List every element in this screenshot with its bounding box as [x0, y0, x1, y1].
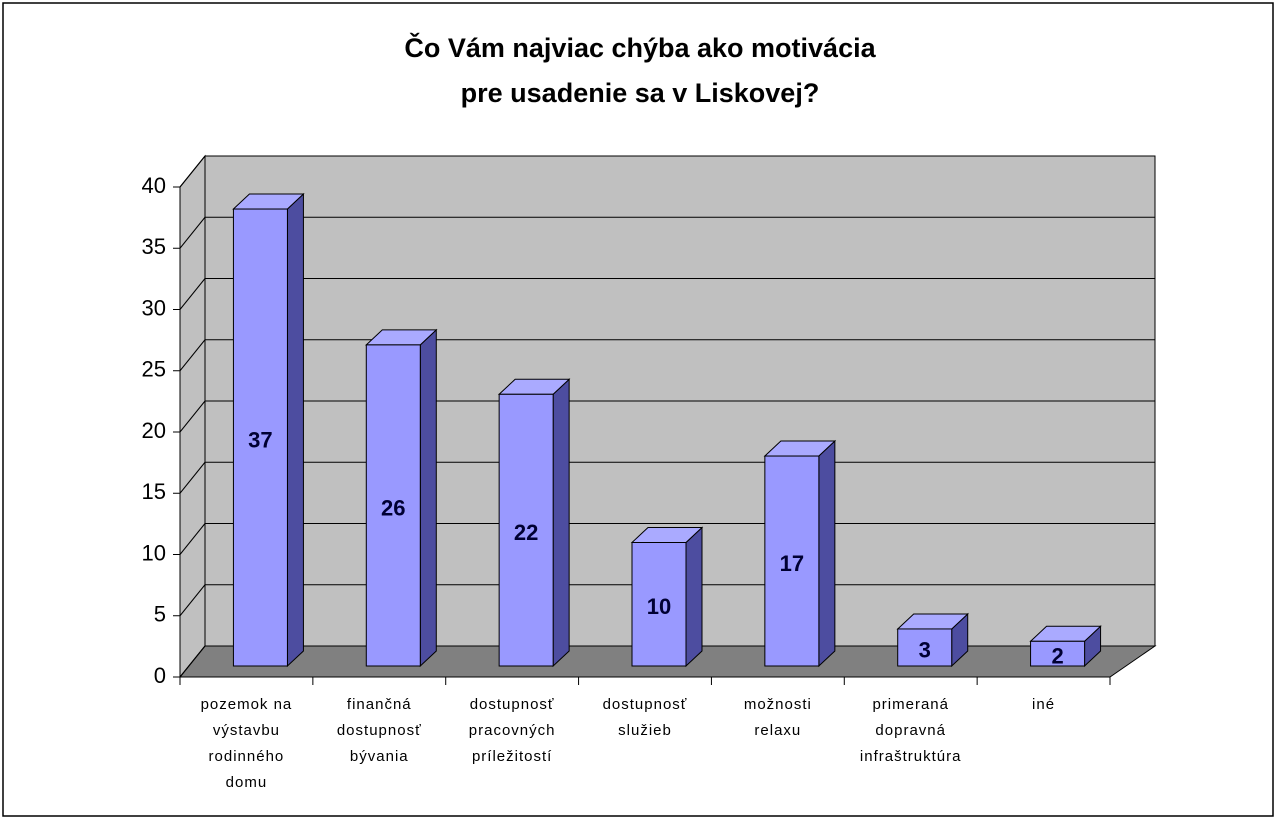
y-tick-label: 0 [154, 663, 166, 688]
bar [897, 628, 953, 667]
grid-line [179, 339, 206, 372]
x-tick-label: finančná dostupnosť bývania [336, 696, 422, 765]
value-label: 17 [780, 551, 804, 576]
bar [498, 393, 554, 667]
bar [631, 542, 687, 667]
grid-line [179, 216, 206, 249]
x-tick-label: dostupnosť pracovných príležitostí [468, 696, 556, 765]
y-tick-label: 30 [142, 295, 166, 320]
bar-side [685, 526, 703, 668]
grid-line [179, 461, 206, 494]
chart-title: pre usadenie sa v Liskovej? [461, 78, 820, 108]
bar [232, 208, 288, 667]
grid-line [179, 645, 206, 678]
y-tick-label: 25 [142, 357, 166, 382]
value-label: 26 [381, 495, 405, 520]
y-tick-label: 5 [154, 602, 166, 627]
chart-title: Čo Vám najviac chýba ako motivácia [404, 32, 876, 63]
grid-line [179, 400, 206, 433]
bar-side [552, 378, 570, 668]
bar [764, 455, 820, 667]
bar [1030, 640, 1086, 667]
grid-line [179, 523, 206, 555]
bar [365, 344, 421, 667]
x-tick-label: možnosti relaxu [743, 696, 812, 739]
x-tick-label: iné [1032, 696, 1056, 713]
bar-side [419, 328, 437, 668]
value-label: 3 [919, 637, 931, 662]
value-label: 2 [1051, 643, 1063, 668]
x-tick-label: pozemok na výstavbu rodinného domu [200, 696, 293, 791]
grid-line [179, 155, 206, 188]
bar-side [818, 439, 836, 668]
bar-side [286, 192, 304, 668]
y-tick-label: 20 [142, 418, 166, 443]
y-tick-label: 10 [142, 540, 166, 565]
value-label: 37 [248, 427, 272, 452]
grid-line [179, 584, 206, 617]
value-label: 10 [647, 594, 671, 619]
grid-line [179, 278, 206, 310]
y-tick-label: 35 [142, 234, 166, 259]
value-label: 22 [514, 520, 538, 545]
x-tick-label: dostupnosť služieb [602, 696, 688, 739]
y-tick-label: 15 [142, 479, 166, 504]
y-tick-label: 40 [142, 173, 166, 198]
x-tick-label: primeraná dopravná infraštruktúra [859, 696, 962, 765]
